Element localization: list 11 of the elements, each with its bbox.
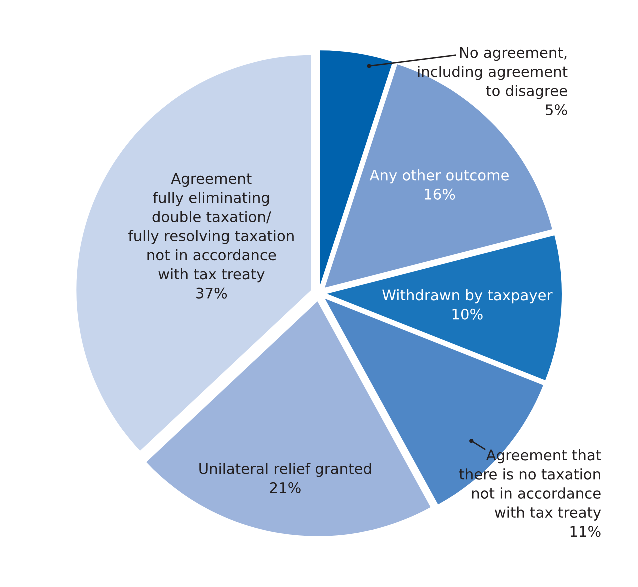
data-label: 10% [452,308,483,320]
data-label: 5% [546,104,568,116]
data-label: 21% [270,482,301,494]
slice-label: No agreement, including agreement to disagree [418,47,568,100]
slice-label: Withdrawn by taxpayer [382,289,553,304]
slice-label: Any other outcome [370,170,509,184]
slice-label: Agreement fully eliminating double taxation/ fully resolving taxation not in accordance with tax treaty [128,173,294,283]
slice-label: Unilateral relief granted [200,463,372,478]
data-label: 11% [570,526,601,538]
data-label: 16% [425,188,456,200]
data-label: 37% [196,288,228,299]
